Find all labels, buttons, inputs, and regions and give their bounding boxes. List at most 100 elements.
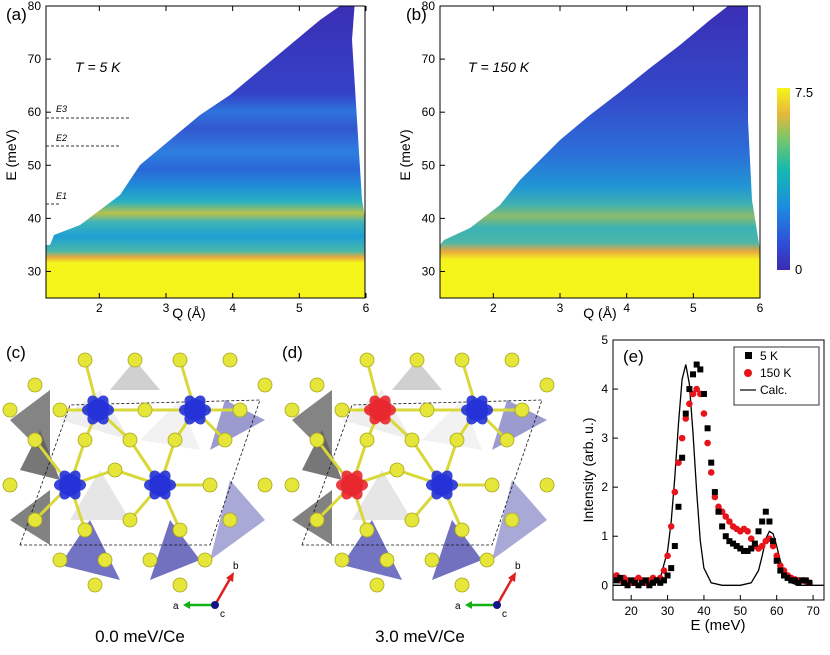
point-5k bbox=[660, 577, 667, 584]
point-5k bbox=[759, 518, 766, 525]
axis-b-arrowhead bbox=[508, 572, 516, 582]
point-5k bbox=[784, 574, 791, 581]
s-atom bbox=[359, 522, 375, 538]
point-5k bbox=[653, 577, 660, 584]
panel-c-caption: 0.0 meV/Ce bbox=[95, 627, 185, 646]
point-5k bbox=[788, 577, 795, 584]
ce-orbital-blue bbox=[54, 470, 86, 500]
point-5k bbox=[719, 523, 726, 530]
x-tick-label: 4 bbox=[623, 301, 630, 315]
s-atom bbox=[359, 352, 375, 368]
polyhedron-face bbox=[20, 430, 60, 480]
panel-a-ticks: 2 3 4 5 6 30 40 50 60 70 80 bbox=[28, 0, 370, 315]
point-5k bbox=[755, 528, 762, 535]
point-5k bbox=[671, 543, 678, 550]
legend-5k-marker bbox=[745, 352, 752, 359]
s-atom bbox=[122, 512, 138, 528]
axis-c-dot bbox=[493, 601, 501, 609]
point-5k bbox=[700, 390, 707, 397]
axis-a-arrowhead bbox=[183, 601, 190, 609]
heatmap-b bbox=[440, 6, 760, 298]
axis-b-arrow bbox=[495, 576, 515, 606]
y-tick-label: 0 bbox=[601, 578, 608, 592]
x-tick-label: 50 bbox=[734, 604, 748, 618]
x-tick-label: 2 bbox=[490, 301, 497, 315]
y-tick-label: 30 bbox=[28, 264, 42, 278]
y-tick-label: 50 bbox=[28, 158, 42, 172]
point-150k bbox=[689, 390, 697, 398]
panel-e-label: (e) bbox=[623, 347, 644, 366]
s-atom bbox=[424, 552, 440, 568]
x-tick-label: 6 bbox=[363, 301, 370, 315]
axis-b-label: b bbox=[515, 561, 521, 572]
point-5k bbox=[635, 582, 642, 589]
s-atom bbox=[369, 577, 385, 593]
level-e2-label: E2 bbox=[56, 133, 67, 143]
point-5k bbox=[642, 577, 649, 584]
point-5k bbox=[617, 574, 624, 581]
point-5k bbox=[664, 572, 671, 579]
point-5k bbox=[744, 547, 751, 554]
point-5k bbox=[802, 577, 809, 584]
unit-cell bbox=[19, 399, 261, 546]
point-5k bbox=[806, 579, 813, 586]
polyhedron-face bbox=[392, 360, 442, 390]
y-tick-label: 60 bbox=[422, 105, 436, 119]
ce-orbital-red bbox=[364, 395, 396, 425]
polyhedron-face bbox=[150, 520, 200, 580]
s-atom bbox=[404, 512, 420, 528]
point-5k bbox=[624, 582, 631, 589]
polyhedron-face bbox=[140, 510, 190, 520]
x-tick-label: 3 bbox=[163, 301, 170, 315]
legend-150k-label: 150 K bbox=[760, 366, 791, 380]
s-atom bbox=[499, 432, 515, 448]
point-150k bbox=[758, 542, 766, 550]
point-5k bbox=[708, 459, 715, 466]
polyhedron-face bbox=[432, 520, 482, 580]
s-atom bbox=[107, 462, 123, 478]
point-5k bbox=[795, 579, 802, 586]
s-atom bbox=[222, 352, 238, 368]
point-150k bbox=[678, 434, 686, 442]
s-atom bbox=[359, 432, 375, 448]
point-5k bbox=[791, 577, 798, 584]
point-5k bbox=[657, 579, 664, 586]
y-tick-label: 40 bbox=[422, 211, 436, 225]
s-atom bbox=[379, 552, 395, 568]
panel-c-label: (c) bbox=[6, 343, 26, 362]
point-5k bbox=[668, 565, 675, 572]
panel-b: (b) T = 150 K 2 3 4 5 6 30 40 50 60 70 80 Q (Å) E … bbox=[397, 0, 764, 321]
polyhedron-face bbox=[422, 510, 472, 520]
ce-orbital-blue bbox=[426, 470, 458, 500]
point-5k bbox=[690, 371, 697, 378]
y-tick-label: 30 bbox=[422, 264, 436, 278]
s-atom bbox=[257, 477, 273, 493]
axis-b-label: b bbox=[233, 561, 239, 572]
panel-b-label: (b) bbox=[406, 5, 427, 24]
colorbar-gradient bbox=[777, 88, 790, 270]
s-atom bbox=[27, 512, 43, 528]
x-tick-label: 20 bbox=[625, 604, 639, 618]
point-150k bbox=[722, 513, 730, 520]
s-atom bbox=[137, 402, 153, 418]
panel-d-label: (d) bbox=[282, 343, 303, 362]
point-150k bbox=[744, 528, 751, 535]
point-150k bbox=[660, 567, 668, 574]
ce-orbital-red bbox=[336, 470, 368, 500]
point-150k bbox=[664, 552, 671, 560]
s-atom bbox=[334, 552, 350, 568]
y-tick-label: 3 bbox=[601, 431, 608, 445]
unit-cell bbox=[301, 399, 543, 546]
s-atom bbox=[454, 577, 470, 593]
panel-b-ylabel: E (meV) bbox=[397, 129, 413, 180]
colorbar-max: 7.5 bbox=[795, 85, 813, 100]
y-tick-label: 5 bbox=[601, 333, 608, 347]
point-5k bbox=[686, 386, 693, 393]
x-tick-label: 40 bbox=[697, 604, 711, 618]
axis-c-label: c bbox=[502, 609, 507, 620]
axis-b-arrowhead bbox=[226, 572, 234, 582]
s-atom bbox=[284, 477, 300, 493]
x-tick-label: 4 bbox=[229, 301, 236, 315]
panel-e-legend: 5 K 150 K Calc. bbox=[733, 346, 820, 406]
s-atom bbox=[52, 402, 68, 418]
